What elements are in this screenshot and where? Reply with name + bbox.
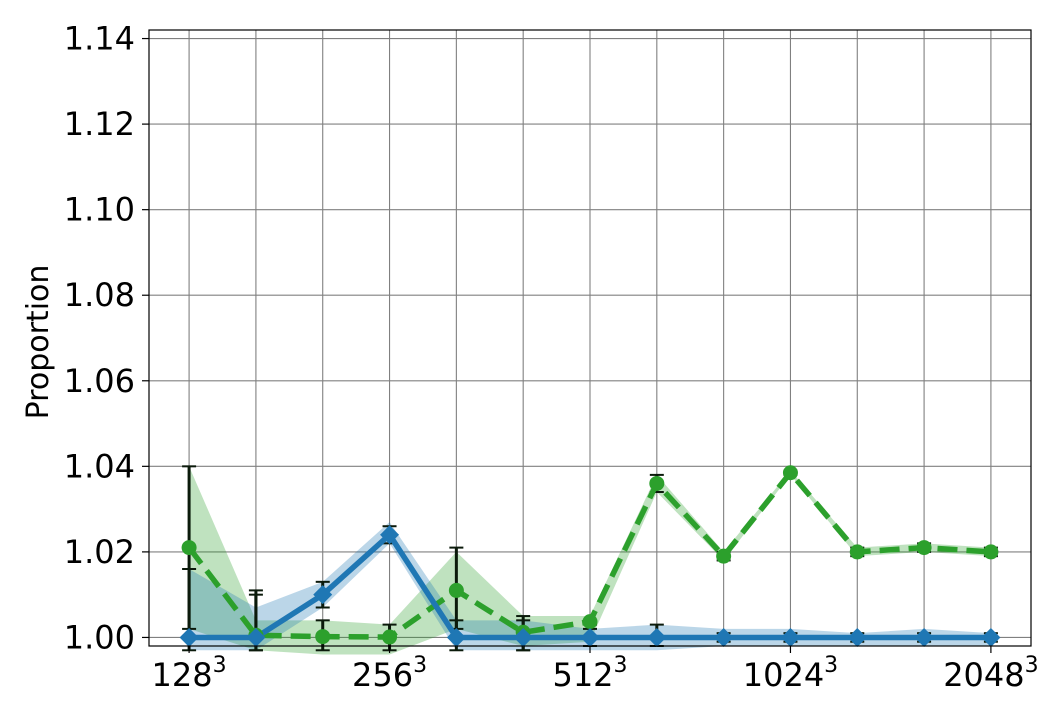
series-markers [179, 465, 1001, 647]
grid-lines [149, 30, 1031, 646]
x-axis-ticks: 1283 2563 5123 10243 20483 [152, 646, 1039, 694]
y-axis-title: Proportion [21, 265, 56, 420]
y-tick-label: 1.14 [64, 20, 135, 58]
series-1-point [446, 627, 466, 647]
series-1-point [780, 627, 800, 647]
series-1-point [246, 627, 266, 647]
series-0-point [649, 475, 665, 491]
series-1-point [380, 525, 400, 545]
series-0-point [983, 544, 999, 560]
y-tick-label: 1.10 [64, 191, 135, 229]
x-tick-exponent: 3 [213, 653, 227, 678]
x-tick-exponent: 3 [1025, 653, 1039, 678]
x-tick-base: 256 [352, 656, 413, 694]
series-1-point [513, 627, 533, 647]
series-1-point [580, 627, 600, 647]
series-0-point [782, 465, 798, 481]
x-tick-base: 1024 [743, 656, 824, 694]
series-0-point [916, 540, 932, 556]
series-0-point [382, 629, 398, 645]
series-0-point [582, 614, 598, 630]
y-tick-label: 1.04 [64, 447, 135, 485]
x-tick-label: 2563 [352, 653, 427, 694]
x-tick-label: 20483 [943, 653, 1038, 694]
series-1-point [313, 585, 333, 605]
x-tick-base: 512 [552, 656, 613, 694]
series-1-point [847, 627, 867, 647]
series-1-point [981, 627, 1001, 647]
x-tick-label: 5123 [552, 653, 627, 694]
series-0-point [448, 582, 464, 598]
y-tick-label: 1.08 [64, 276, 135, 314]
x-tick-base: 2048 [943, 656, 1024, 694]
x-tick-label: 1283 [152, 653, 227, 694]
x-tick-base: 128 [152, 656, 213, 694]
x-tick-exponent: 3 [824, 653, 838, 678]
y-tick-label: 1.12 [64, 105, 135, 143]
series-0-point [315, 629, 331, 645]
y-tick-label: 1.06 [64, 362, 135, 400]
y-tick-label: 1.00 [64, 618, 135, 656]
x-tick-exponent: 3 [614, 653, 628, 678]
series-0-point [716, 548, 732, 564]
y-tick-label: 1.02 [64, 533, 135, 571]
series-1-point [647, 627, 667, 647]
y-axis-ticks: 1.00 1.02 1.04 1.06 1.08 1.10 1.12 1.14 [64, 20, 149, 656]
series-0-point [181, 540, 197, 556]
x-tick-label: 10243 [743, 653, 838, 694]
series-1-point [714, 627, 734, 647]
series-1-point [914, 627, 934, 647]
series-0-point [849, 544, 865, 560]
x-tick-exponent: 3 [413, 653, 427, 678]
series-1-point [179, 627, 199, 647]
